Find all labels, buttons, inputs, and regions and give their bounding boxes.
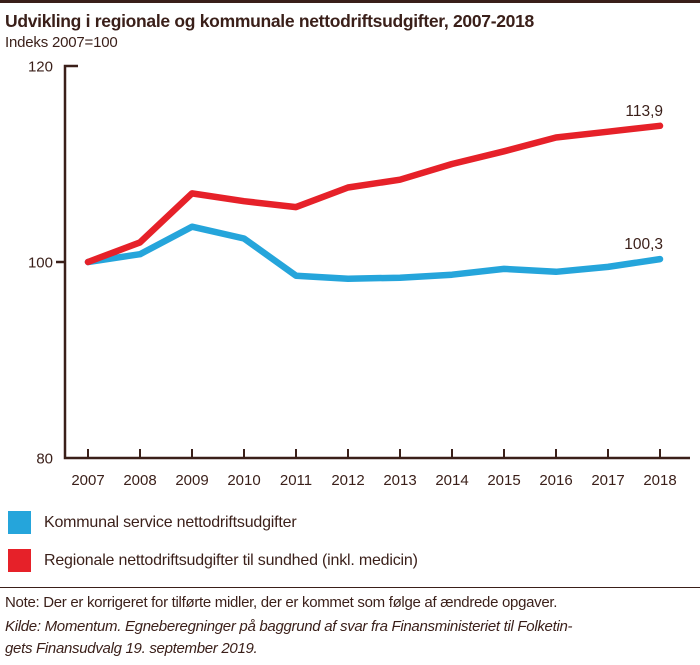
x-tick-label: 2011 — [280, 472, 312, 489]
series-line-0 — [84, 223, 664, 283]
x-tick-label: 2015 — [487, 472, 520, 489]
chart-subtitle: Indeks 2007=100 — [5, 34, 118, 52]
x-tick-label: 2007 — [71, 472, 104, 489]
legend-swatch-red-icon — [8, 549, 31, 573]
y-tick-label: 100 — [28, 255, 53, 272]
x-tick-label: 2010 — [227, 472, 260, 489]
chart-legend: Kommunal service nettodriftsudgifter Reg… — [0, 503, 700, 573]
legend-swatch-blue-icon — [8, 511, 31, 535]
chart-area: 80 100 120 2007 2008 2009 2010 2011 2012 2013 2014… — [0, 53, 700, 503]
source-text: Kilde: Momentum. Egneberegninger på bagg… — [5, 616, 694, 660]
x-tick-label: 2009 — [175, 472, 208, 489]
x-tick-label: 2012 — [331, 472, 364, 489]
series-line-1 — [84, 122, 664, 266]
legend-item-kommunal: Kommunal service nettodriftsudgifter — [8, 511, 700, 535]
note-text: Note: Der er korrigeret for tilførte mid… — [5, 594, 558, 612]
x-tick-label: 2014 — [435, 472, 468, 489]
y-tick-label: 120 — [28, 59, 53, 76]
series-end-label-1: 113,9 — [625, 103, 663, 120]
x-tick-label: 2017 — [591, 472, 624, 489]
chart-header: Udvikling i regionale og kommunale netto… — [0, 3, 700, 51]
axis-spine — [63, 64, 690, 460]
legend-label-regionale: Regionale nettodriftsudgifter til sundhe… — [44, 551, 418, 569]
top-border-rule — [0, 0, 700, 3]
legend-item-regionale: Regionale nettodriftsudgifter til sundhe… — [8, 549, 700, 573]
source-line-1: Kilde: Momentum. Egneberegninger på bagg… — [5, 618, 573, 636]
x-tick-label: 2016 — [539, 472, 572, 489]
x-tick-label: 2018 — [643, 472, 676, 489]
y-tick-label: 80 — [36, 451, 53, 468]
footer-divider — [0, 587, 700, 589]
x-tick-label: 2008 — [123, 472, 156, 489]
source-line-2: gets Finansudvalg 19. september 2019. — [5, 639, 258, 657]
line-chart: 80 100 120 2007 2008 2009 2010 2011 2012 2013 2014… — [28, 59, 690, 489]
chart-footer: Note: Der er korrigeret for tilførte mid… — [0, 588, 700, 660]
chart-title: Udvikling i regionale og kommunale netto… — [5, 11, 534, 31]
x-tick-label: 2013 — [383, 472, 416, 489]
legend-label-kommunal: Kommunal service nettodriftsudgifter — [44, 513, 297, 531]
series-end-label-0: 100,3 — [624, 236, 663, 253]
